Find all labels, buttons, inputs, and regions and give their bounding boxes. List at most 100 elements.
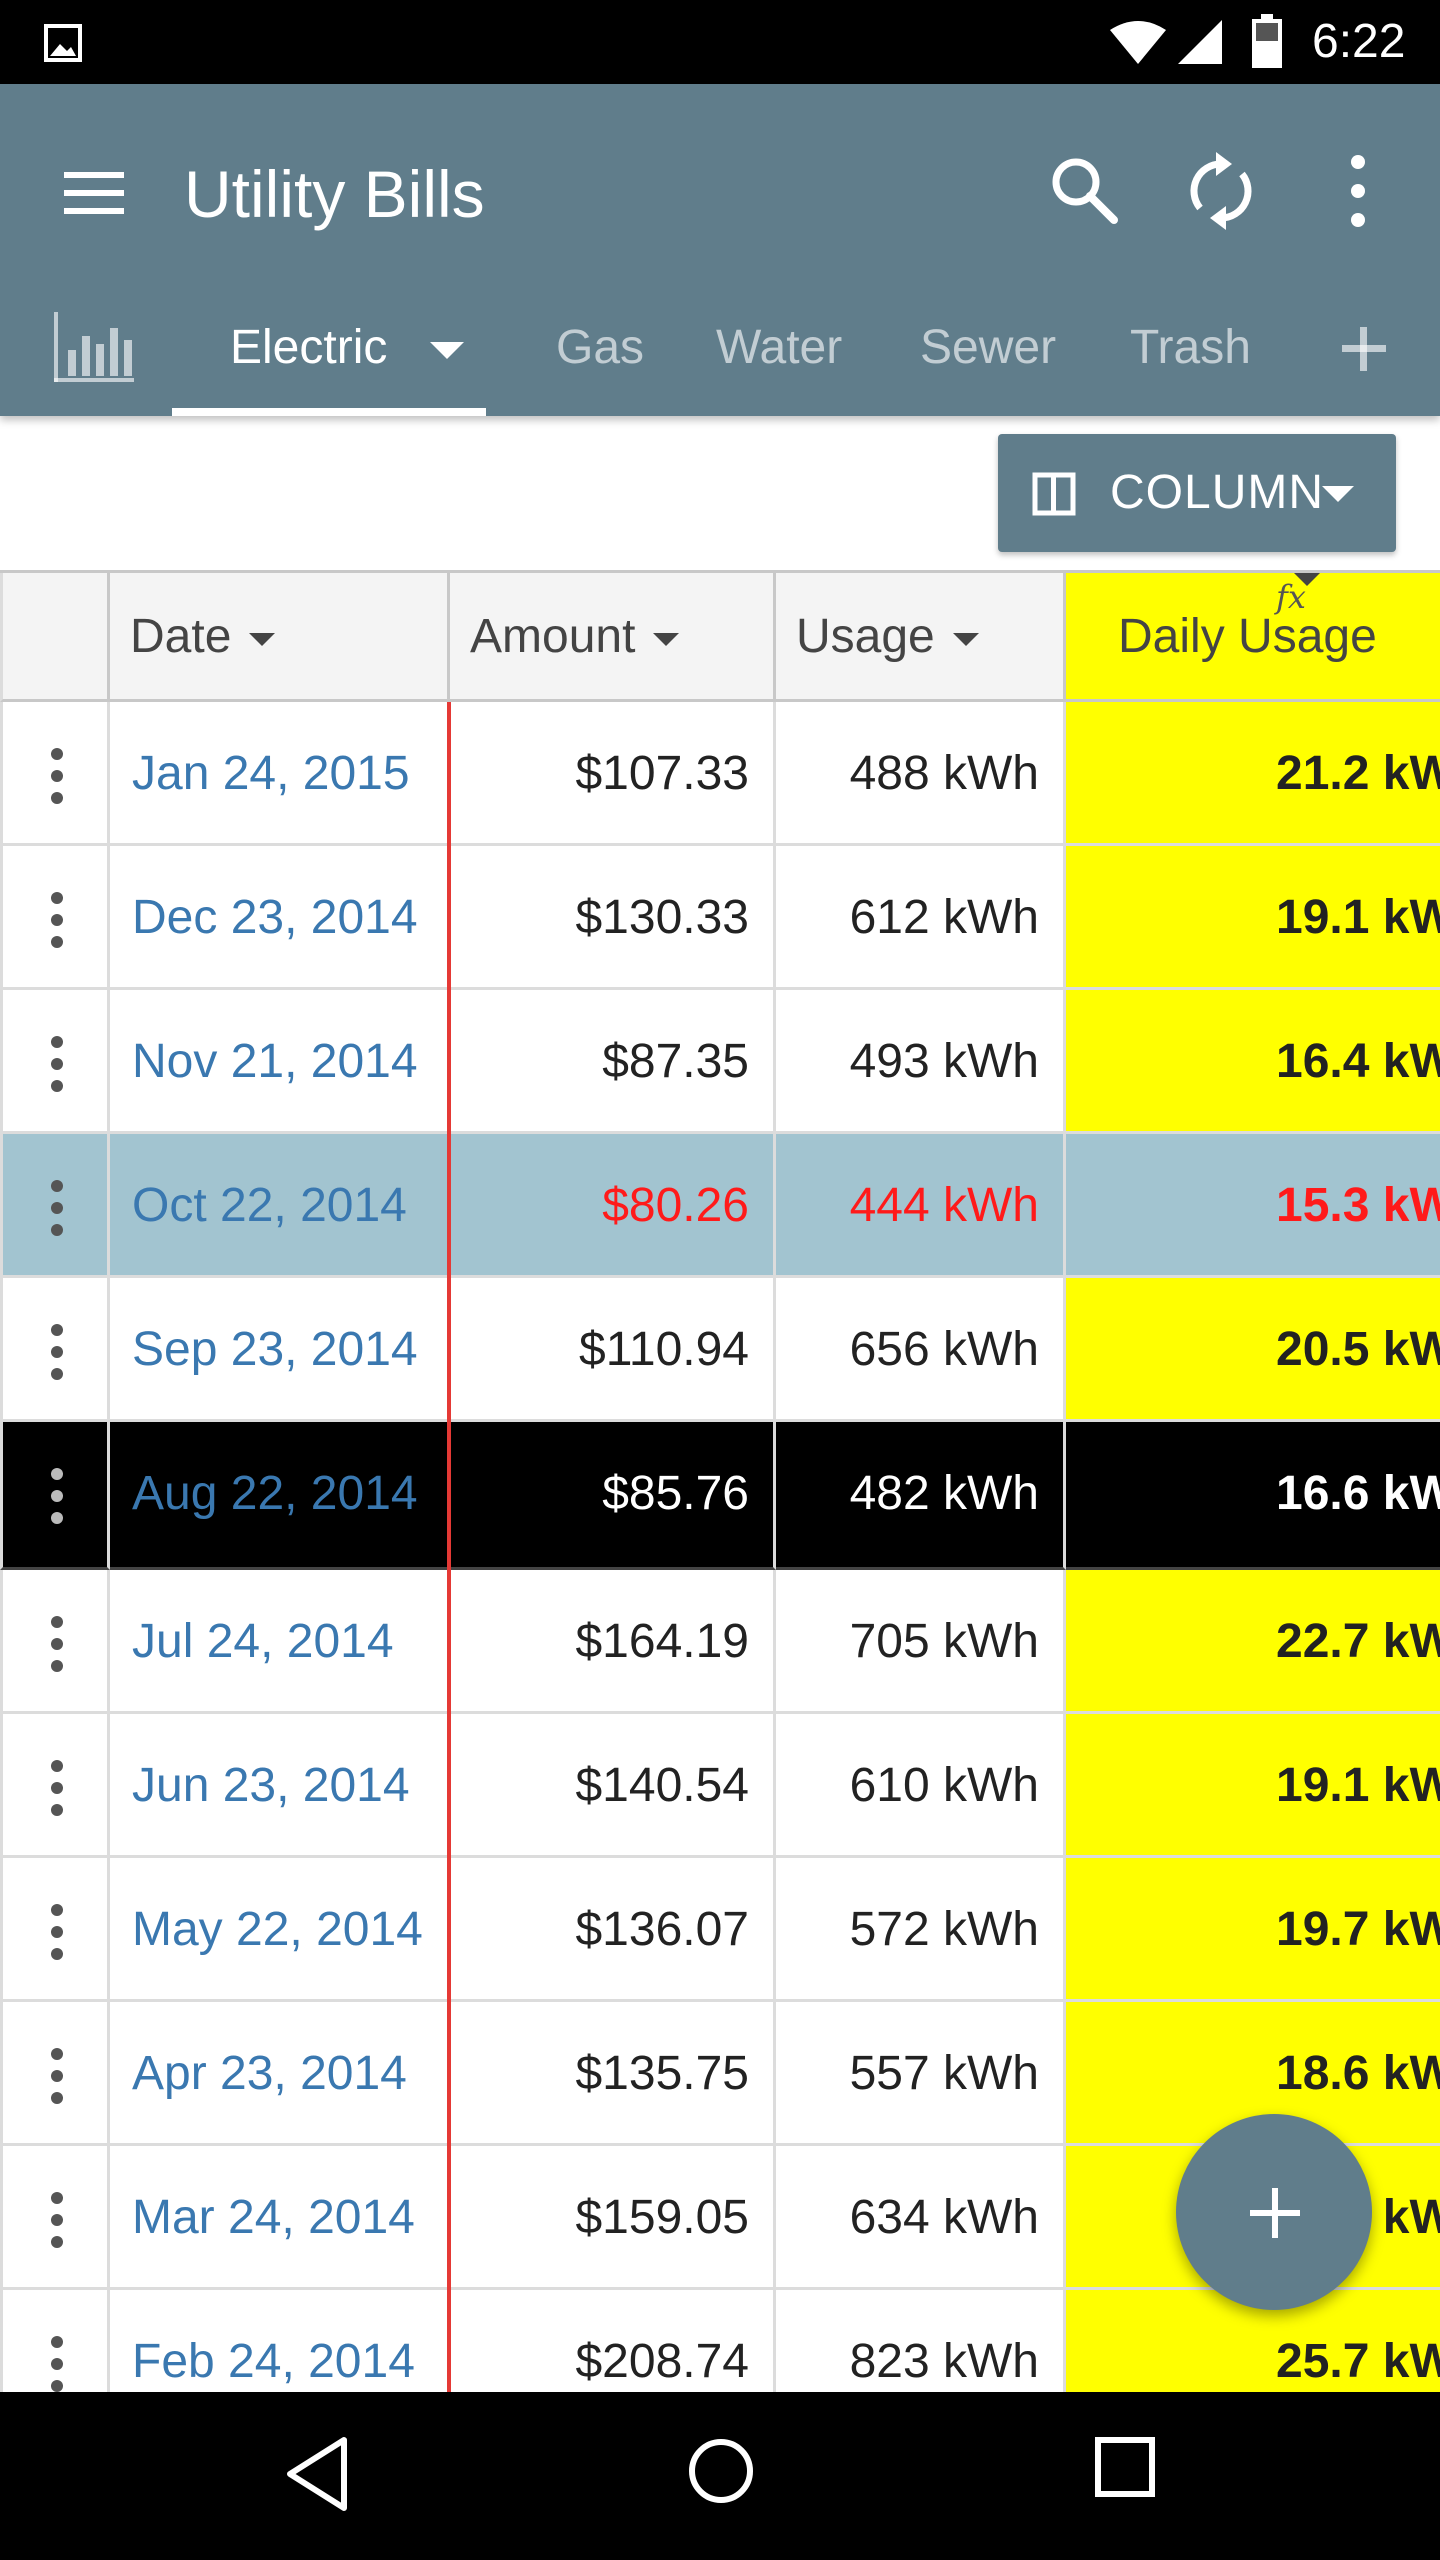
menu-icon[interactable] <box>60 158 130 228</box>
header-date[interactable]: Date <box>110 573 450 702</box>
usage-cell[interactable]: 444 kWh <box>776 1134 1066 1278</box>
daily-usage-cell[interactable]: 16.4 kWh <box>1066 990 1440 1134</box>
date-cell[interactable]: Feb 24, 2014 <box>110 2290 450 2392</box>
daily-usage-cell[interactable]: 15.3 kWh <box>1066 1134 1440 1278</box>
usage-cell[interactable]: 488 kWh <box>776 702 1066 846</box>
row-menu-icon[interactable] <box>51 1616 65 1672</box>
date-cell[interactable]: Jul 24, 2014 <box>110 1570 450 1714</box>
column-button[interactable]: COLUMN <box>998 434 1396 552</box>
more-vert-icon[interactable] <box>1320 146 1396 236</box>
amount-cell[interactable]: $130.33 <box>450 846 776 990</box>
date-cell[interactable]: Mar 24, 2014 <box>110 2146 450 2290</box>
amount-cell[interactable]: $135.75 <box>450 2002 776 2146</box>
row-menu-icon[interactable] <box>51 1324 65 1380</box>
daily-usage-cell[interactable]: 19.7 kWh <box>1066 1858 1440 2002</box>
tab-electric-label: Electric <box>230 321 388 374</box>
chevron-down-icon <box>1322 486 1354 502</box>
daily-usage-cell[interactable]: 19.1 kWh <box>1066 1714 1440 1858</box>
add-bill-button[interactable] <box>1176 2114 1372 2310</box>
app-title: Utility Bills <box>184 157 485 231</box>
usage-cell[interactable]: 493 kWh <box>776 990 1066 1134</box>
row-menu-icon[interactable] <box>51 1760 65 1816</box>
usage-cell[interactable]: 656 kWh <box>776 1278 1066 1422</box>
usage-cell[interactable]: 610 kWh <box>776 1714 1066 1858</box>
tab-trash[interactable]: Trash <box>1130 321 1251 374</box>
daily-usage-value: 22.7 kWh <box>1276 1615 1440 1668</box>
amount-cell[interactable]: $87.35 <box>450 990 776 1134</box>
usage-cell[interactable]: 572 kWh <box>776 1858 1066 2002</box>
header-amount[interactable]: Amount <box>450 573 776 702</box>
date-cell[interactable]: May 22, 2014 <box>110 1858 450 2002</box>
usage-cell[interactable]: 705 kWh <box>776 1570 1066 1714</box>
date-cell[interactable]: Aug 22, 2014 <box>110 1422 450 1570</box>
daily-usage-cell[interactable]: 16.6 kWh <box>1066 1422 1440 1570</box>
date-cell[interactable]: Sep 23, 2014 <box>110 1278 450 1422</box>
row-menu-cell <box>0 1858 110 2002</box>
amount-cell[interactable]: $140.54 <box>450 1714 776 1858</box>
amount-cell[interactable]: $136.07 <box>450 1858 776 2002</box>
tab-bar: Electric Gas Water Sewer Trash <box>0 280 1440 416</box>
row-menu-icon[interactable] <box>51 892 65 948</box>
amount-cell[interactable]: $80.26 <box>450 1134 776 1278</box>
daily-usage-cell[interactable]: 19.1 kWh <box>1066 846 1440 990</box>
header-daily-usage[interactable]: fx Daily Usage <box>1066 573 1440 702</box>
back-icon[interactable] <box>282 2434 352 2514</box>
tab-water[interactable]: Water <box>716 321 843 374</box>
row-menu-icon[interactable] <box>51 2336 65 2392</box>
recents-icon[interactable] <box>1094 2436 1156 2498</box>
date-cell[interactable]: Jan 24, 2015 <box>110 702 450 846</box>
row-menu-icon[interactable] <box>51 1904 65 1960</box>
row-menu-icon[interactable] <box>51 1180 65 1236</box>
column-layout-icon <box>1032 472 1076 516</box>
date-cell[interactable]: Apr 23, 2014 <box>110 2002 450 2146</box>
header-usage[interactable]: Usage <box>776 573 1066 702</box>
usage-cell[interactable]: 823 kWh <box>776 2290 1066 2392</box>
date-cell[interactable]: Jun 23, 2014 <box>110 1714 450 1858</box>
daily-usage-cell[interactable]: 22.7 kWh <box>1066 1570 1440 1714</box>
sync-icon[interactable] <box>1176 146 1266 236</box>
row-menu-cell <box>0 1278 110 1422</box>
usage-cell[interactable]: 557 kWh <box>776 2002 1066 2146</box>
tab-sewer[interactable]: Sewer <box>920 321 1057 374</box>
bar-chart-icon[interactable] <box>52 310 136 386</box>
chevron-down-icon <box>430 342 464 359</box>
amount-cell[interactable]: $110.94 <box>450 1278 776 1422</box>
usage-cell[interactable]: 634 kWh <box>776 2146 1066 2290</box>
row-menu-icon[interactable] <box>51 1468 65 1524</box>
header-amount-label: Amount <box>470 610 636 663</box>
usage-cell[interactable]: 482 kWh <box>776 1422 1066 1570</box>
add-icon <box>1272 2188 1278 2238</box>
amount-cell[interactable]: $164.19 <box>450 1570 776 1714</box>
date-cell[interactable]: Nov 21, 2014 <box>110 990 450 1134</box>
tab-electric[interactable]: Electric <box>172 280 486 416</box>
row-menu-icon[interactable] <box>51 1036 65 1092</box>
search-icon[interactable] <box>1040 146 1130 236</box>
daily-usage-value: 19.7 kWh <box>1276 1903 1440 1956</box>
add-tab-icon[interactable] <box>1336 308 1392 388</box>
home-icon[interactable] <box>686 2436 756 2506</box>
usage-cell[interactable]: 612 kWh <box>776 846 1066 990</box>
amount-cell[interactable]: $208.74 <box>450 2290 776 2392</box>
daily-usage-cell[interactable]: 21.2 kWh <box>1066 702 1440 846</box>
amount-cell[interactable]: $107.33 <box>450 702 776 846</box>
tab-gas[interactable]: Gas <box>556 321 645 374</box>
daily-usage-cell[interactable]: 20.5 kWh <box>1066 1278 1440 1422</box>
row-menu-icon[interactable] <box>51 2048 65 2104</box>
date-cell[interactable]: Dec 23, 2014 <box>110 846 450 990</box>
row-menu-icon[interactable] <box>51 748 65 804</box>
date-cell[interactable]: Oct 22, 2014 <box>110 1134 450 1278</box>
amount-cell[interactable]: $159.05 <box>450 2146 776 2290</box>
row-menu-icon[interactable] <box>51 2192 65 2248</box>
amount-cell[interactable]: $85.76 <box>450 1422 776 1570</box>
